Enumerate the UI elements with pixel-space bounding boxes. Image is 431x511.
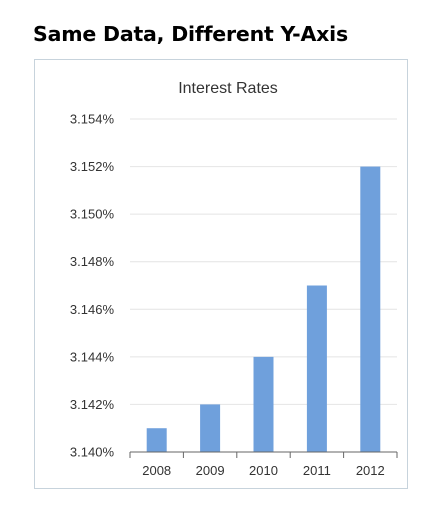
x-tick-label: 2008 [142, 463, 171, 478]
bar-chart: Interest Rates 3.140%3.142%3.144%3.146%3… [70, 80, 398, 478]
bar-2008 [146, 428, 167, 452]
chart-title: Interest Rates [178, 80, 278, 97]
y-tick-label: 3.140% [70, 445, 115, 460]
bar-2012 [360, 166, 381, 453]
bar-2009 [200, 404, 221, 452]
y-tick-label: 3.152% [70, 159, 115, 174]
y-tick-label: 3.144% [70, 349, 115, 364]
page-title: Same Data, Different Y-Axis [33, 22, 348, 46]
y-tick-label: 3.154% [70, 112, 115, 127]
x-tick-label: 2010 [249, 463, 278, 478]
gridlines [130, 118, 397, 405]
y-tick-label: 3.146% [70, 302, 115, 317]
axes [129, 451, 398, 458]
x-axis-tick-labels: 2008 2009 2010 2011 2012 [142, 463, 385, 478]
y-axis-tick-labels: 3.140% 3.142% 3.144% 3.146% 3.148% 3.150% 3.15… [70, 112, 115, 460]
x-tick-label: 2011 [303, 463, 331, 478]
bar-2011 [306, 285, 327, 452]
x-tick-label: 2012 [356, 463, 385, 478]
y-tick-label: 3.148% [70, 254, 115, 269]
y-tick-label: 3.150% [70, 207, 115, 222]
chart-frame: Interest Rates 3.140% 3.142% 3.144% 3.146% 3… [34, 59, 408, 489]
x-tick-label: 2009 [196, 463, 225, 478]
y-tick-label: 3.142% [70, 397, 115, 412]
bar-2010 [253, 356, 274, 452]
bars [146, 166, 381, 453]
